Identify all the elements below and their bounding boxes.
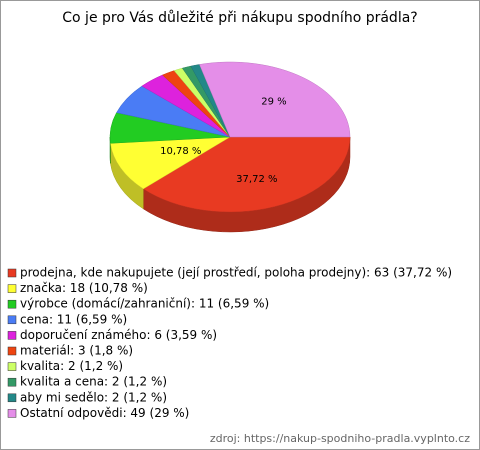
legend-label: cena: 11 (6,59 %) — [20, 312, 127, 326]
legend-swatch — [7, 299, 17, 309]
legend-label: doporučení známého: 6 (3,59 %) — [20, 328, 217, 342]
slice — [199, 61, 351, 138]
slice — [110, 136, 231, 190]
legend-label: materiál: 3 (1,8 %) — [20, 344, 133, 358]
legend-label: kvalita a cena: 2 (1,2 %) — [20, 375, 167, 389]
legend-label: aby mi sedělo: 2 (1,2 %) — [20, 390, 167, 404]
source: zdroj: https://nakup-spodniho-pradla.vyp… — [210, 432, 470, 445]
legend-swatch — [7, 393, 17, 403]
chart-title: Co je pro Vás důležité při nákupu spodní… — [62, 10, 417, 26]
legend-swatch — [7, 362, 17, 371]
legend-swatch — [7, 409, 17, 418]
slice-label: 29 % — [261, 96, 286, 107]
legend-swatch — [7, 377, 17, 387]
slice — [142, 136, 351, 213]
legend-swatch — [7, 346, 17, 356]
slice-label: 10,78 % — [160, 146, 201, 157]
legend-label: značka: 18 (10,78 %) — [20, 281, 148, 295]
legend-swatch — [7, 315, 17, 325]
legend-label: Ostatní odpovědi: 49 (29 %) — [20, 406, 189, 420]
legend-swatch — [7, 284, 17, 293]
legend-label: výrobce (domácí/zahraniční): 11 (6,59 %) — [20, 297, 269, 311]
legend-label: kvalita: 2 (1,2 %) — [20, 359, 123, 373]
slice-label: 37,72 % — [236, 174, 277, 185]
legend-label: prodejna, kde nakupujete (její prostředí… — [20, 266, 452, 280]
legend-swatch — [7, 268, 17, 278]
legend-swatch — [7, 331, 17, 340]
